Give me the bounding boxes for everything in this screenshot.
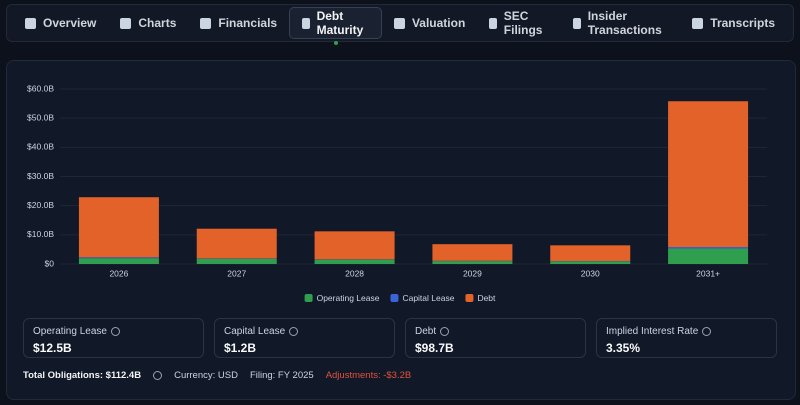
card-value: 3.35% <box>606 341 641 355</box>
total: Total Obligations: $112.4B <box>23 370 142 381</box>
y-tick-label: $40.0B <box>27 142 54 152</box>
bar-segment <box>668 248 749 264</box>
tab[interactable]: Valuation <box>382 8 477 38</box>
x-tick-label: 2028 <box>345 268 364 278</box>
y-tick-label: $10.0B <box>27 229 54 239</box>
tab[interactable]: Transcripts <box>680 8 787 38</box>
tab-label: Charts <box>138 16 177 30</box>
tab-label: Overview <box>43 16 97 30</box>
bar-segment <box>550 245 631 262</box>
tab-label: SEC Filings <box>503 9 543 37</box>
card-label: Debt <box>415 326 437 337</box>
card-value: $12.5B <box>33 341 72 355</box>
x-tick-label: 2030 <box>581 268 600 278</box>
info-icon <box>153 371 163 380</box>
card-label: Capital Lease <box>224 326 286 337</box>
legend-swatch <box>304 294 313 302</box>
tab-label: Valuation <box>411 16 466 30</box>
currency: Currency: USD <box>174 370 238 381</box>
tab-icon <box>692 17 704 29</box>
tab-icon <box>200 17 212 29</box>
tab-icon <box>489 17 497 29</box>
x-tick-label: 2031+ <box>696 268 720 278</box>
card-label: Implied Interest Rate <box>606 326 699 337</box>
card-label-row: Debt <box>415 326 576 337</box>
summary-card: Capital Lease $1.2B <box>214 318 395 358</box>
bar-segment <box>78 197 159 258</box>
tab[interactable]: SEC Filings <box>477 8 561 38</box>
filing: Filing: FY 2025 <box>249 370 314 381</box>
tab[interactable]: Insider Transactions <box>561 8 680 38</box>
tab-icon <box>25 17 36 29</box>
y-tick-label: $20.0B <box>27 200 54 210</box>
card-label-row: Capital Lease <box>224 326 385 337</box>
tab[interactable]: Charts <box>108 8 188 38</box>
bar-segment <box>196 258 277 264</box>
bar-segment <box>668 101 749 248</box>
bar-segment <box>78 258 159 264</box>
legend-swatch <box>390 294 399 302</box>
x-tick-label: 2029 <box>463 268 482 278</box>
tab-icon <box>120 17 132 29</box>
bar-segment <box>432 261 513 264</box>
bar-segment <box>314 259 395 264</box>
y-tick-label: $60.0B <box>27 83 54 93</box>
tab-bar: Overview Charts Financials Debt Maturity Val… <box>6 4 794 45</box>
legend-label: Debt <box>477 293 496 303</box>
card-label-row: Implied Interest Rate <box>606 326 767 337</box>
info-icon <box>289 327 299 336</box>
tab-label: Insider Transactions <box>587 9 662 37</box>
tab[interactable]: Overview <box>13 8 108 38</box>
info-icon <box>110 327 120 336</box>
bar-segment <box>196 228 277 259</box>
y-tick-label: $30.0B <box>27 171 54 181</box>
bar-segment <box>550 261 631 264</box>
bar-segment <box>314 231 395 260</box>
tab-icon <box>393 17 405 29</box>
tab-icon <box>573 17 581 29</box>
tab[interactable]: Financials <box>188 8 289 38</box>
tab-label: Financials <box>218 16 278 30</box>
legend-label: Operating Lease <box>317 293 380 303</box>
tab-label: Debt Maturity <box>316 9 364 37</box>
legend-swatch <box>465 294 474 302</box>
card-value: $98.7B <box>415 341 454 355</box>
summary-card: Operating Lease $12.5B <box>23 318 204 358</box>
y-tick-label: $50.0B <box>27 112 54 122</box>
bar-segment <box>432 244 513 261</box>
card-label: Operating Lease <box>33 326 107 337</box>
info-icon <box>702 327 712 336</box>
cards: Operating Lease $12.5B Capital Lease $1.2B D… <box>23 318 777 358</box>
adjustments: Adjustments: -$3.2B <box>325 370 412 381</box>
bar-segment <box>668 247 749 249</box>
tab-icon <box>302 17 310 29</box>
card-label-row: Operating Lease <box>33 326 194 337</box>
chart: $0 $10.0B $20.0B $30.0B $40.0B $50.0B $60.0B 20… <box>27 83 767 303</box>
x-tick-label: 2026 <box>109 268 128 278</box>
footer: Total Obligations: $112.4B Currency: USD… <box>23 370 411 381</box>
bar-segment <box>78 257 159 259</box>
summary-card: Implied Interest Rate 3.35% <box>596 318 777 358</box>
y-tick-label: $0 <box>45 258 55 268</box>
card-value: $1.2B <box>224 341 257 355</box>
info-icon <box>440 327 450 336</box>
tab-label: Transcripts <box>710 16 775 30</box>
x-tick-label: 2027 <box>227 268 246 278</box>
summary-card: Debt $98.7B <box>405 318 586 358</box>
tab[interactable]: Debt Maturity <box>289 7 382 45</box>
legend-label: Capital Lease <box>402 293 454 303</box>
